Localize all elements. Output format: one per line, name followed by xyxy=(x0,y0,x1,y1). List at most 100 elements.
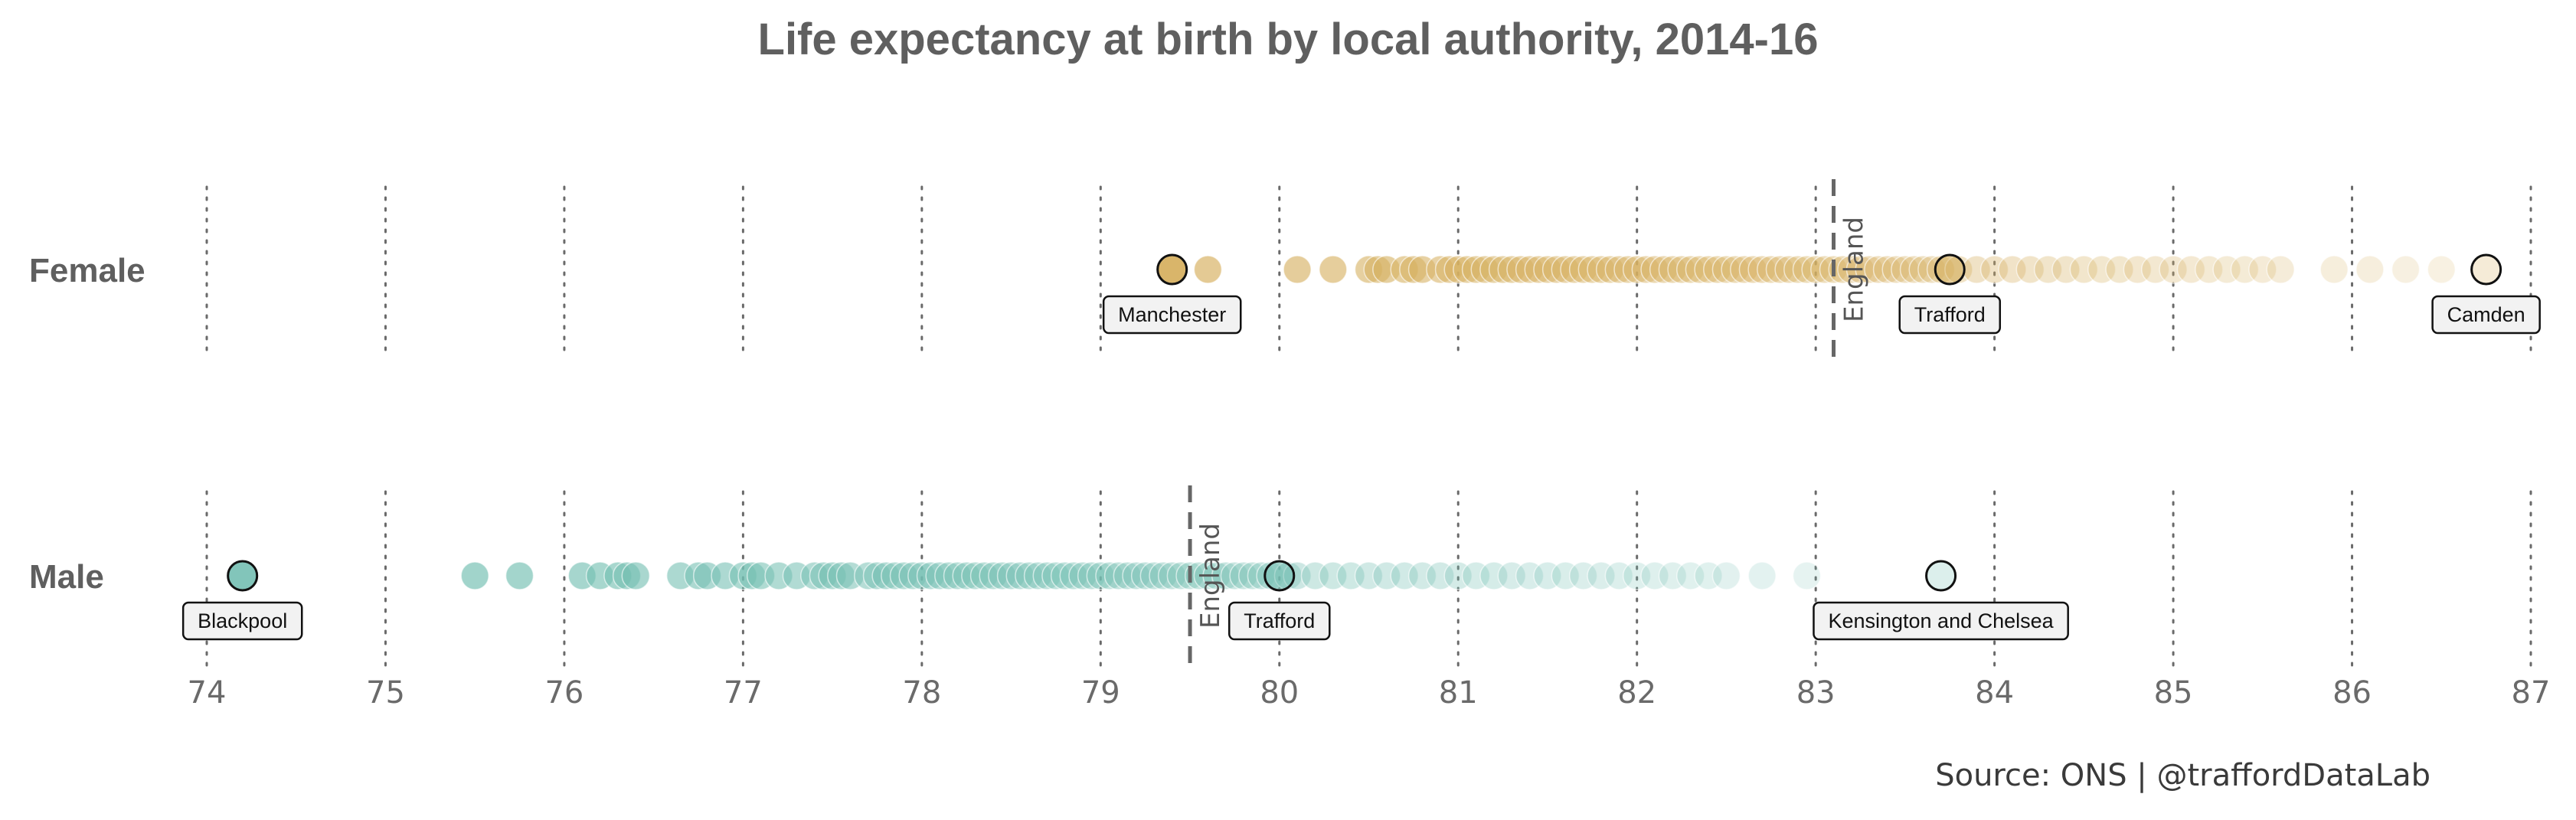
x-tick-label: 78 xyxy=(902,675,941,711)
data-point xyxy=(2355,255,2385,284)
x-tick-label: 87 xyxy=(2512,675,2551,711)
data-point xyxy=(1747,561,1777,590)
data-point xyxy=(1086,561,1116,590)
data-point xyxy=(1855,255,1884,284)
data-point xyxy=(1426,561,1455,590)
row-label: Male xyxy=(29,558,104,596)
data-point xyxy=(1649,255,1679,284)
highlight-point xyxy=(1263,560,1296,592)
data-point xyxy=(1166,561,1196,590)
highlight-point xyxy=(227,560,259,592)
data-point xyxy=(1032,561,1062,590)
data-point xyxy=(1604,561,1634,590)
row-label: Female xyxy=(29,252,145,289)
data-point xyxy=(1694,255,1723,284)
x-tick-label: 82 xyxy=(1617,675,1656,711)
data-point xyxy=(1551,561,1581,590)
data-point xyxy=(1658,561,1688,590)
x-tick-label: 76 xyxy=(544,675,584,711)
data-point xyxy=(1568,561,1598,590)
data-point xyxy=(2212,255,2241,284)
data-point xyxy=(1149,561,1178,590)
data-point xyxy=(1837,255,1866,284)
data-point xyxy=(1336,561,1365,590)
x-tick-label: 80 xyxy=(1260,675,1299,711)
highlight-label: Manchester xyxy=(1118,303,1226,326)
data-point xyxy=(1300,561,1330,590)
data-point xyxy=(1273,561,1303,590)
highlight-label: Blackpool xyxy=(198,609,287,632)
highlight-label: Trafford xyxy=(1914,303,1986,326)
highlight-label-box xyxy=(1898,295,2002,335)
data-point xyxy=(1622,561,1652,590)
data-point xyxy=(1023,561,1053,590)
data-point xyxy=(1926,255,1956,284)
data-point xyxy=(1864,255,1893,284)
data-point xyxy=(1407,561,1437,590)
data-point xyxy=(1917,255,1947,284)
data-point xyxy=(961,561,990,590)
data-point xyxy=(1962,255,1992,284)
data-point xyxy=(1792,255,1822,284)
x-tick-label: 84 xyxy=(1975,675,2014,711)
data-point xyxy=(2087,255,2117,284)
data-point xyxy=(1157,561,1187,590)
data-point xyxy=(1711,561,1741,590)
data-point xyxy=(1675,255,1705,284)
data-point xyxy=(2230,255,2260,284)
highlight-label-box xyxy=(1228,601,1331,641)
data-point xyxy=(2391,255,2421,284)
data-point xyxy=(1675,561,1705,590)
chart-title: Life expectancy at birth by local author… xyxy=(757,15,1819,64)
data-point xyxy=(1640,255,1669,284)
data-point xyxy=(1005,561,1035,590)
data-point xyxy=(1122,561,1151,590)
data-point xyxy=(996,561,1026,590)
x-tick-label: 79 xyxy=(1081,675,1120,711)
data-point xyxy=(1515,561,1545,590)
highlight-point xyxy=(1925,560,1957,592)
highlight-point xyxy=(2470,253,2502,286)
data-point xyxy=(2105,255,2134,284)
data-point xyxy=(1721,255,1750,284)
data-point xyxy=(1908,255,1937,284)
data-point xyxy=(2427,255,2457,284)
data-point xyxy=(2319,255,2349,284)
data-point xyxy=(1533,561,1562,590)
data-point xyxy=(1059,561,1089,590)
data-point xyxy=(1113,561,1143,590)
data-point xyxy=(1193,561,1223,590)
data-point xyxy=(1845,255,1875,284)
data-point xyxy=(1703,255,1732,284)
data-point xyxy=(1461,561,1491,590)
data-point xyxy=(979,561,1008,590)
data-point xyxy=(1193,255,1223,284)
data-point xyxy=(1202,561,1231,590)
reference-label: England xyxy=(1839,217,1870,322)
data-point xyxy=(1730,255,1759,284)
chart-source: Source: ONS | @traffordDataLab xyxy=(1935,758,2431,793)
data-point xyxy=(1747,255,1777,284)
highlight-label-box xyxy=(181,601,303,641)
data-point xyxy=(1247,561,1277,590)
data-point xyxy=(1220,561,1250,590)
data-point xyxy=(1139,561,1169,590)
data-point xyxy=(1899,255,1929,284)
x-tick-label: 83 xyxy=(1796,675,1836,711)
data-point xyxy=(1667,255,1696,284)
highlight-label: Trafford xyxy=(1244,609,1315,632)
data-point xyxy=(1587,561,1616,590)
data-point xyxy=(1068,561,1097,590)
data-point xyxy=(1783,255,1813,284)
x-tick-label: 77 xyxy=(724,675,763,711)
highlight-point xyxy=(1156,253,1188,286)
data-point xyxy=(621,561,651,590)
data-point xyxy=(1685,255,1715,284)
data-point xyxy=(1828,255,1857,284)
data-point xyxy=(1238,561,1267,590)
data-point xyxy=(2033,255,2063,284)
data-point xyxy=(1801,255,1830,284)
data-point xyxy=(1372,561,1401,590)
data-point xyxy=(1694,561,1723,590)
